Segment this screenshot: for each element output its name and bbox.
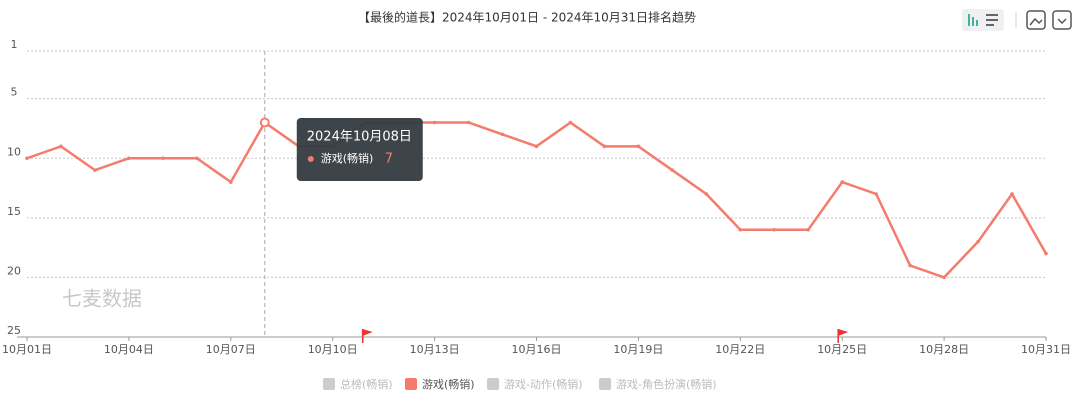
tooltip-title: 2024年10月08日 xyxy=(307,130,412,145)
icon xyxy=(986,14,998,16)
data-point xyxy=(229,180,233,184)
data-point xyxy=(259,117,270,128)
x-tick-label: 10月04日 xyxy=(104,343,154,356)
data-point xyxy=(1044,251,1048,256)
data-point xyxy=(1010,192,1014,196)
data-point xyxy=(127,156,131,161)
legend-item[interactable]: 游戏-动作(畅销) xyxy=(487,377,583,391)
toolbar[interactable] xyxy=(962,9,1072,31)
x-tick-label: 10月22日 xyxy=(715,343,765,356)
legend-swatch xyxy=(323,378,335,390)
data-point xyxy=(840,180,844,184)
data-point xyxy=(59,144,63,149)
legend-swatch xyxy=(487,378,499,390)
flag xyxy=(838,329,849,336)
legend-item[interactable]: 游戏(畅销) xyxy=(405,377,475,391)
flag xyxy=(362,329,373,336)
y-tick-label: 15 xyxy=(7,205,21,218)
legend-swatch xyxy=(405,378,417,390)
x-tick-label: 10月01日 xyxy=(2,343,52,356)
data-point xyxy=(874,192,878,196)
data-point xyxy=(636,144,641,149)
data-point xyxy=(195,156,199,161)
y-tick-label: 25 xyxy=(7,324,21,337)
legend-label: 游戏-角色扮演(畅销) xyxy=(616,377,717,391)
icon xyxy=(986,19,998,21)
image-button[interactable] xyxy=(1026,10,1046,30)
icon xyxy=(986,24,994,26)
data-point xyxy=(534,144,539,149)
icon xyxy=(1029,17,1043,26)
chart-title: 【最後的道長】2024年10月01日 - 2024年10月31日排名趋势 xyxy=(358,10,696,25)
data-point xyxy=(25,156,29,161)
data-point xyxy=(670,168,675,172)
data-point xyxy=(161,156,165,161)
legend-label: 游戏(畅销) xyxy=(422,377,475,391)
x-tick-label: 10月16日 xyxy=(512,343,562,356)
y-tick-label: 10 xyxy=(7,145,21,158)
data-point xyxy=(602,144,607,149)
y-tick-label: 1 xyxy=(11,38,18,51)
legend-label: 游戏-动作(畅销) xyxy=(504,377,583,391)
x-tick-label: 10月25日 xyxy=(817,343,867,356)
tooltip-box xyxy=(296,118,423,181)
data-point xyxy=(500,132,505,137)
y-tick-label: 5 xyxy=(11,86,18,99)
x-tick-label: 10月13日 xyxy=(410,343,460,356)
x-tick-label: 10月31日 xyxy=(1021,343,1071,356)
data-point xyxy=(942,275,946,280)
icon xyxy=(972,17,974,26)
watermark: 七麦数据 xyxy=(62,287,142,311)
data-point xyxy=(93,168,97,172)
x-tick-label: 10月07日 xyxy=(206,343,256,356)
event-flag xyxy=(837,329,849,343)
data-point xyxy=(772,227,777,232)
data-point xyxy=(738,227,743,232)
y-tick-label: 20 xyxy=(7,264,21,277)
tooltip-value: 7 xyxy=(385,152,393,167)
data-point xyxy=(704,192,709,196)
legend-item[interactable]: 总榜(畅销) xyxy=(323,377,393,391)
icon xyxy=(976,20,978,26)
x-tick-label: 10月28日 xyxy=(919,343,969,356)
event-flag xyxy=(361,329,373,343)
download-button[interactable] xyxy=(1052,10,1072,30)
legend-item[interactable]: 游戏-角色扮演(畅销) xyxy=(599,377,717,391)
data-point xyxy=(432,120,437,125)
tooltip-dot xyxy=(307,156,314,162)
legend-swatch xyxy=(599,378,611,390)
data-point xyxy=(976,239,980,244)
data-point xyxy=(806,227,811,232)
icon xyxy=(1057,18,1067,25)
legend-label: 总榜(畅销) xyxy=(340,377,393,391)
icon xyxy=(968,14,970,26)
x-tick-label: 10月10日 xyxy=(308,343,358,356)
data-point xyxy=(908,263,912,268)
tooltip-series: 游戏(畅销) xyxy=(321,151,374,165)
data-point xyxy=(568,120,573,125)
data-point xyxy=(466,120,471,125)
x-tick-label: 10月19日 xyxy=(613,343,663,356)
